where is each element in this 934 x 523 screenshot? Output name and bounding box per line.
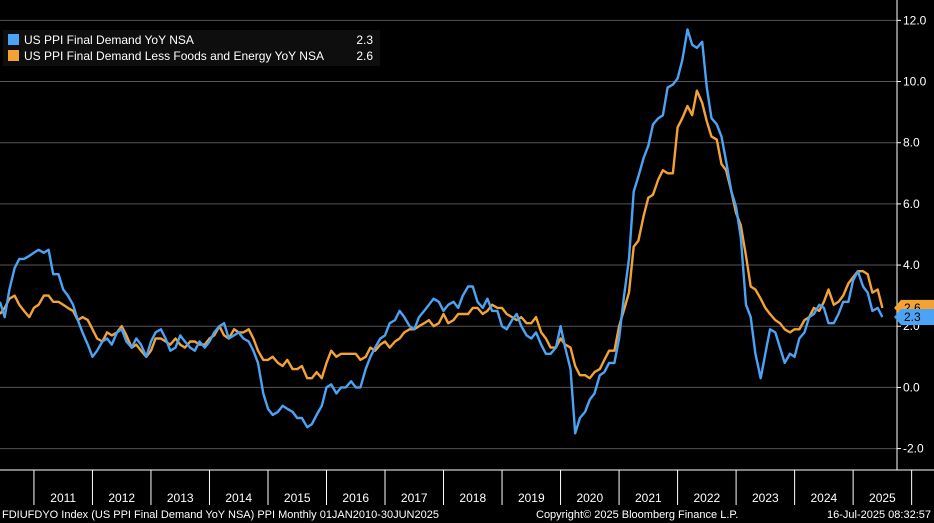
x-tick-label-7: 2018 — [459, 491, 486, 505]
legend-label-final-demand: US PPI Final Demand YoY NSA — [24, 33, 194, 47]
x-tick-label-1: 2012 — [108, 491, 135, 505]
x-tick-label-12: 2023 — [752, 491, 779, 505]
gridlines — [0, 19, 897, 450]
footer-copyright: Copyright© 2025 Bloomberg Finance L.P. — [536, 509, 738, 521]
x-tick-label-0: 2011 — [50, 491, 76, 505]
footer: FDIUFDYO Index (US PPI Final Demand YoY … — [2, 509, 931, 521]
y-tick-label-7: -2.0 — [903, 442, 924, 456]
x-tick-label-13: 2024 — [811, 491, 838, 505]
x-tick-label-10: 2021 — [635, 491, 662, 505]
x-axis: 2011 2012 2013 2014 2015 2016 2017 2018 2019 2020… — [0, 469, 934, 505]
footer-ticker: FDIUFDYO Index (US PPI Final Demand YoY … — [2, 509, 439, 521]
x-tick-label-11: 2022 — [693, 491, 720, 505]
last-value-tag-final-demand: 2.3 — [894, 309, 934, 326]
y-tick-label-6: 0.0 — [903, 380, 920, 394]
last-value-tags: 2.62.3 — [894, 299, 934, 326]
legend-label-core: US PPI Final Demand Less Foods and Energ… — [24, 49, 324, 63]
last-value-tag-final-demand-bg — [894, 309, 934, 326]
y-tick-label-2: 8.0 — [903, 136, 920, 150]
y-tick-label-0: 12.0 — [903, 13, 927, 27]
x-tick-label-6: 2017 — [401, 491, 428, 505]
footer-timestamp: 16-Jul-2025 08:32:57 — [827, 509, 931, 521]
x-tick-label-14: 2025 — [869, 491, 896, 505]
y-tick-label-1: 10.0 — [903, 75, 927, 89]
y-tick-label-4: 4.0 — [903, 258, 920, 272]
legend-value-final-demand: 2.3 — [356, 33, 373, 47]
x-tick-label-9: 2020 — [576, 491, 603, 505]
legend-swatch-core — [8, 50, 19, 61]
x-tick-label-3: 2014 — [225, 491, 252, 505]
y-tick-label-3: 6.0 — [903, 197, 920, 211]
last-value-tag-final-demand-text: 2.3 — [904, 310, 921, 324]
series-line-final-demand — [0, 28, 884, 435]
legend-value-core: 2.6 — [356, 49, 373, 63]
x-tick-label-2: 2013 — [167, 491, 194, 505]
x-tick-label-8: 2019 — [518, 491, 545, 505]
legend-swatch-final-demand — [8, 34, 19, 45]
series-lines — [0, 28, 884, 435]
legend-background — [3, 30, 380, 66]
legend: US PPI Final Demand YoY NSA 2.3 US PPI F… — [3, 30, 380, 66]
x-tick-label-5: 2016 — [342, 491, 369, 505]
x-tick-label-4: 2015 — [284, 491, 311, 505]
